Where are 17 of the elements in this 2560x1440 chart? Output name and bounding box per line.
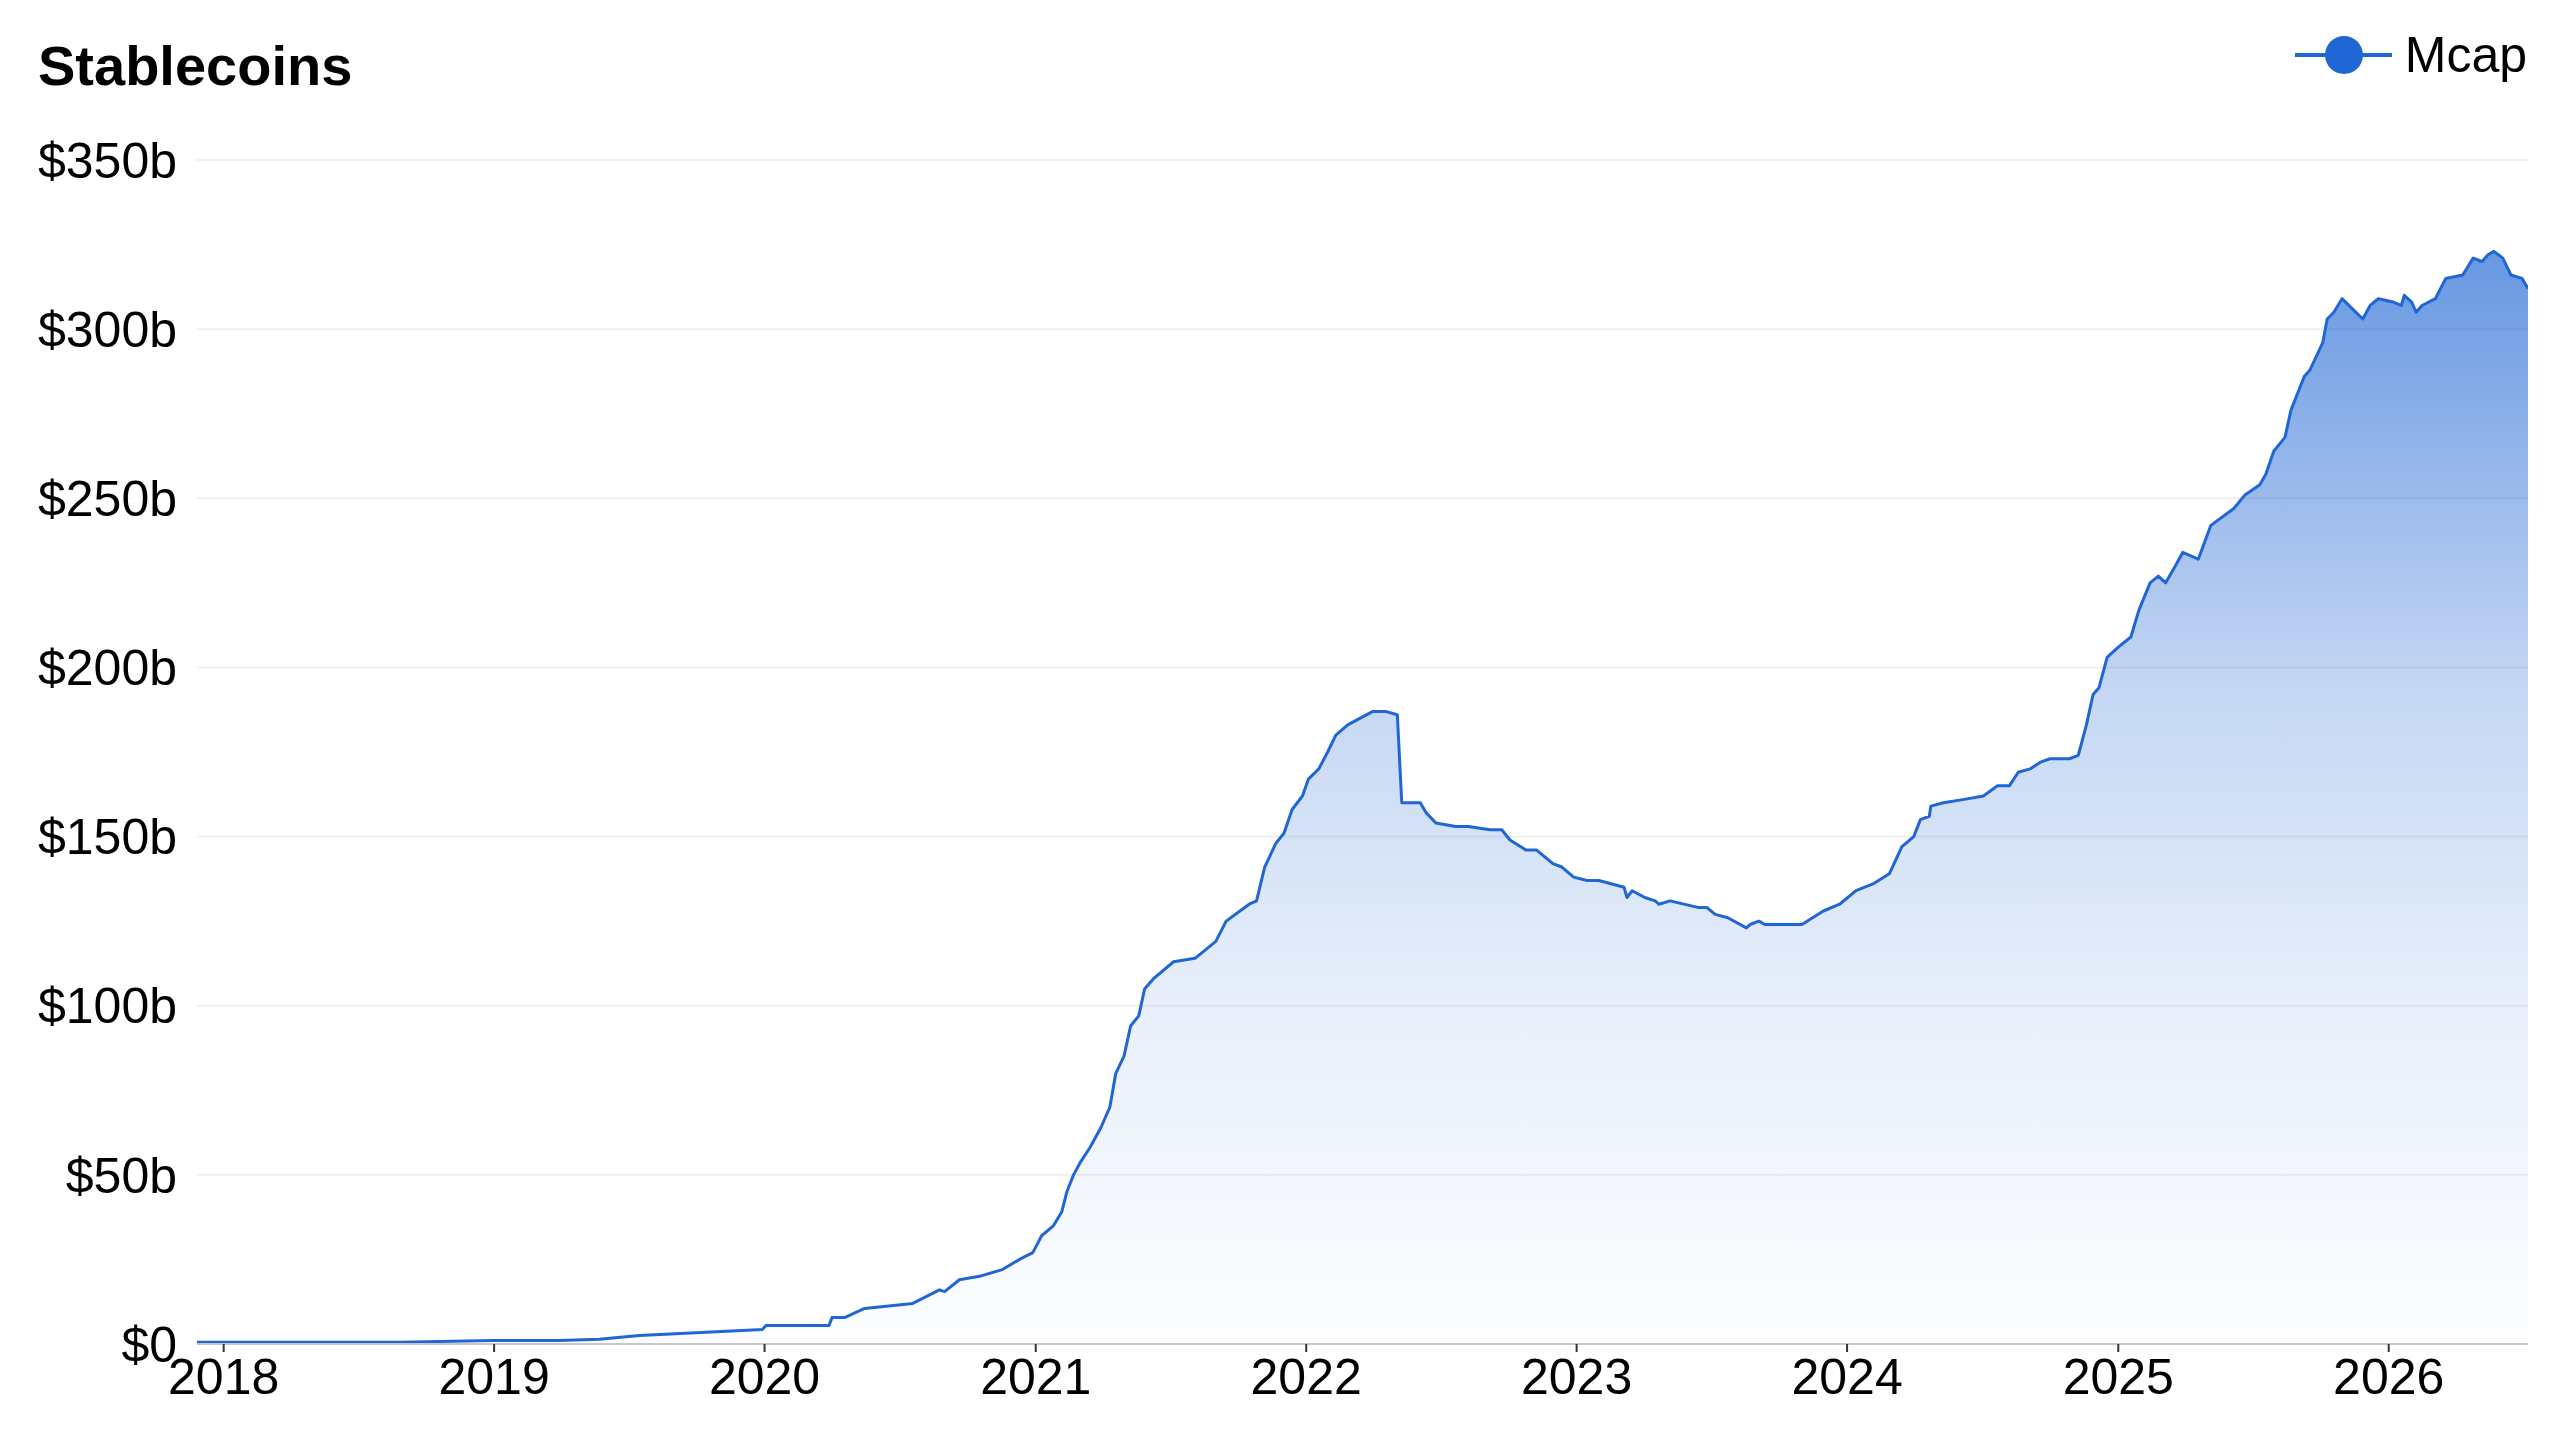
x-tick-label: 2020 <box>708 1348 821 1405</box>
x-tick-label: 2023 <box>1521 1348 1633 1405</box>
x-tick-label: 2025 <box>2062 1348 2174 1405</box>
y-tick-label: $350b <box>37 132 177 189</box>
legend-label: Mcap <box>2404 27 2527 83</box>
y-tick-label: $150b <box>37 809 177 866</box>
x-tick-label: 2024 <box>1791 1348 1903 1405</box>
y-tick-label: $250b <box>37 471 177 528</box>
x-tick-label: 2019 <box>438 1348 550 1405</box>
x-tick-label: 2022 <box>1250 1348 1362 1405</box>
y-tick-label: $100b <box>37 978 177 1035</box>
x-tick-label: 2026 <box>2333 1348 2445 1405</box>
y-tick-label: $50b <box>65 1147 177 1204</box>
x-tick-label: 2021 <box>980 1348 1092 1405</box>
chart-title: Stablecoins <box>38 34 353 97</box>
y-tick-label: $200b <box>37 640 177 697</box>
y-tick-label: $300b <box>37 301 177 358</box>
